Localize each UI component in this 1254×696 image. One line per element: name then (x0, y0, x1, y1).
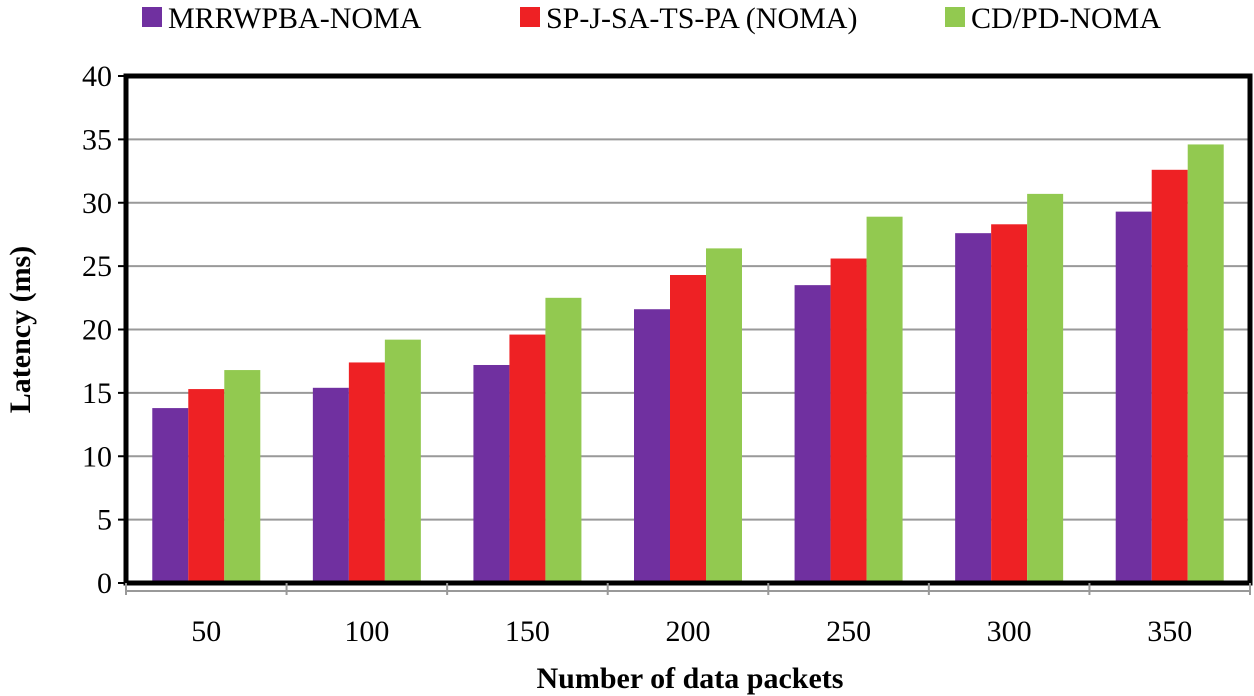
bar-sp-j-sa-ts-pa-noma-100 (348, 362, 385, 583)
legend-swatch (142, 7, 162, 27)
bar-mrrwpba-noma-250 (794, 285, 831, 583)
bar-mrrwpba-noma-200 (634, 309, 670, 583)
y-tick-label: 0 (97, 567, 112, 600)
bar-cd-pd-noma-100 (384, 339, 421, 583)
y-tick-label: 5 (97, 504, 112, 537)
x-tick-label: 200 (666, 615, 711, 648)
bar-mrrwpba-noma-150 (473, 364, 510, 583)
legend: MRRWPBA-NOMA SP-J-SA-TS-PA (NOMA) CD/PD-NO… (142, 2, 1161, 35)
bar-sp-j-sa-ts-pa-noma-250 (830, 258, 867, 583)
x-tick-label: 150 (505, 615, 550, 648)
x-axis: 50 100 150 200 250 300 350 (125, 583, 1251, 648)
y-tick-label: 40 (82, 60, 112, 93)
legend-label: SP-J-SA-TS-PA (NOMA) (546, 2, 857, 35)
legend-swatch (945, 7, 965, 27)
bar-cd-pd-noma-250 (866, 216, 903, 583)
legend-label: MRRWPBA-NOMA (168, 2, 422, 35)
bar-sp-j-sa-ts-pa-noma-350 (1151, 169, 1188, 584)
bar-mrrwpba-noma-50 (152, 408, 189, 583)
bar-sp-j-sa-ts-pa-noma-200 (670, 274, 706, 583)
bar-mrrwpba-noma-350 (1115, 211, 1152, 583)
y-tick-label: 30 (82, 187, 112, 220)
bar-cd-pd-noma-150 (545, 297, 582, 583)
y-tick-label: 15 (82, 377, 112, 410)
bar-cd-pd-noma-350 (1187, 144, 1224, 583)
bar-sp-j-sa-ts-pa-noma-300 (991, 224, 1028, 584)
bar-mrrwpba-noma-100 (312, 387, 349, 583)
y-axis-title: Latency (ms) (4, 246, 37, 413)
legend-swatch (520, 7, 540, 27)
x-axis-title: Number of data packets (537, 662, 844, 695)
y-tick-label: 25 (82, 250, 112, 283)
x-tick-label: 350 (1147, 615, 1192, 648)
x-tick-label: 100 (344, 615, 389, 648)
bar-mrrwpba-noma-300 (955, 233, 992, 584)
bar-cd-pd-noma-300 (1027, 193, 1064, 583)
y-axis: 0 5 10 15 20 25 30 35 40 (82, 60, 126, 600)
y-tick-label: 20 (82, 314, 112, 347)
bar-sp-j-sa-ts-pa-noma-50 (188, 389, 225, 583)
bar-cd-pd-noma-50 (224, 370, 261, 583)
bar-cd-pd-noma-200 (706, 248, 742, 583)
y-tick-label: 10 (82, 440, 112, 473)
y-tick-label: 35 (82, 123, 112, 156)
bar-sp-j-sa-ts-pa-noma-150 (509, 334, 546, 583)
x-tick-label: 50 (191, 615, 221, 648)
bars (152, 144, 1224, 584)
x-tick-label: 250 (826, 615, 871, 648)
x-tick-label: 300 (987, 615, 1032, 648)
legend-label: CD/PD-NOMA (971, 2, 1161, 35)
